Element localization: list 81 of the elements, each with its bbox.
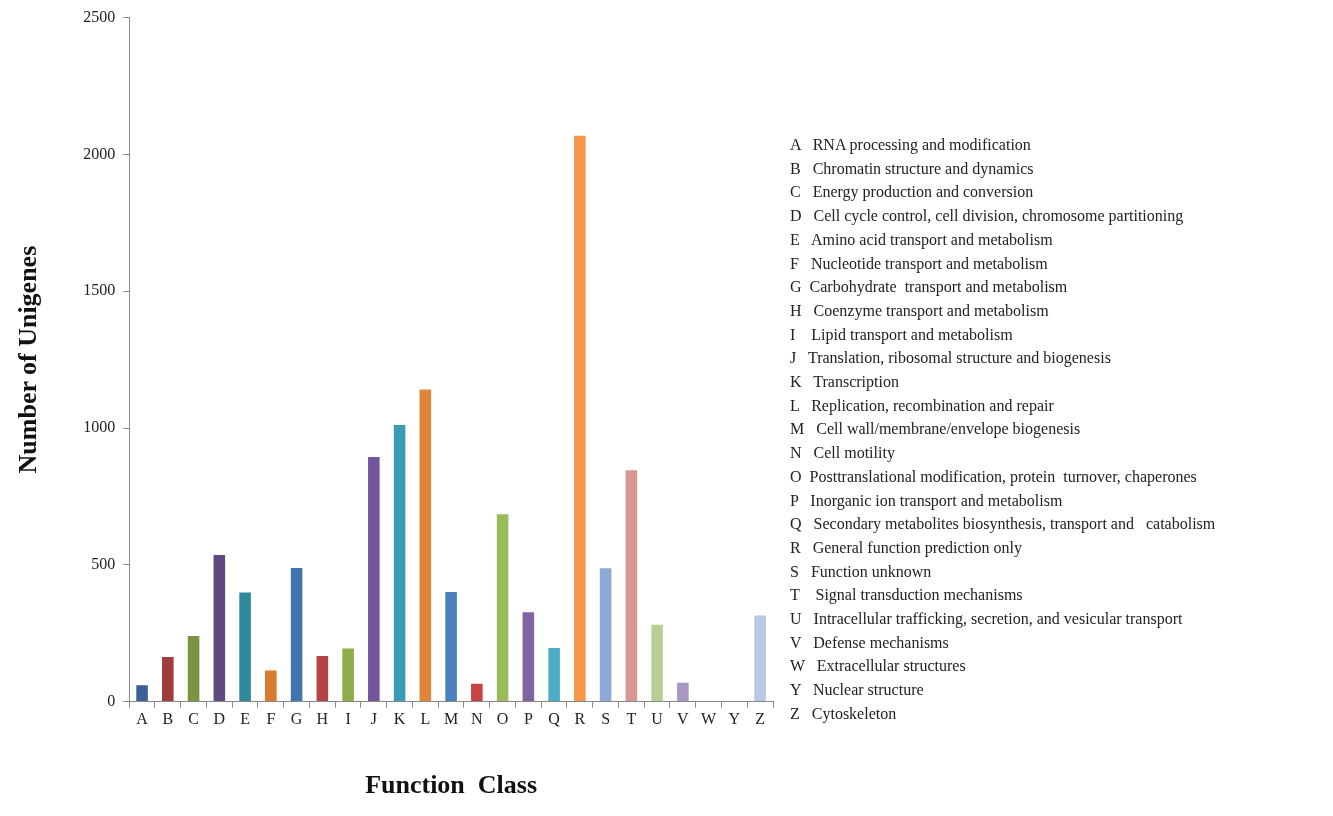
bar: [445, 591, 457, 702]
text: V Defense mechanisms: [790, 632, 950, 653]
text: Q Secondary metabolites biosynthesis, transport and catabolism: [790, 514, 1216, 535]
x-tick-label: N: [471, 710, 484, 728]
bar: [574, 135, 586, 702]
bar: [651, 624, 663, 702]
x-tick-label: G: [290, 710, 303, 728]
x-tick-label: Y: [728, 710, 741, 728]
bar: [265, 670, 277, 702]
bar: [393, 424, 406, 702]
x-tick-label: L: [420, 710, 431, 728]
text: D Cell cycle control, cell division, chromosome partitioning: [790, 206, 1185, 227]
text: S Function unknown: [790, 561, 933, 582]
text: E Amino acid transport and metabolism: [790, 229, 1054, 251]
x-tick-label: Q: [548, 710, 561, 728]
bar: [239, 592, 251, 702]
x-axis-title: Function Class: [365, 770, 538, 800]
x-tick-label: Z: [755, 710, 766, 728]
x-tick-label: J: [370, 710, 377, 728]
text: R General function prediction only: [790, 537, 1023, 559]
text: P Inorganic ion transport and metabolism: [790, 490, 1064, 512]
text: L Replication, recombination and repair: [790, 395, 1055, 417]
bar: [625, 470, 638, 702]
x-tick-label: M: [443, 710, 459, 728]
bar: [419, 389, 432, 702]
bar: [213, 554, 226, 702]
bar: [754, 615, 766, 702]
bar: [599, 568, 612, 702]
x-tick-label: K: [393, 710, 406, 728]
bar: [548, 647, 560, 702]
x-tick-label: R: [574, 710, 586, 728]
bar: [368, 457, 380, 702]
text: M Cell wall/membrane/envelope biogenesis: [790, 419, 1082, 440]
text: C Energy production and conversion: [790, 182, 1035, 203]
bar: [290, 568, 303, 702]
x-tick-label: S: [601, 710, 611, 728]
text: H Coenzyme transport and metabolism: [790, 300, 1050, 322]
y-tick-label: 1000: [83, 418, 116, 436]
y-tick-label: 2500: [83, 7, 116, 25]
bar: [187, 635, 200, 702]
x-tick-label: T: [626, 710, 637, 728]
x-tick-label: E: [240, 710, 250, 728]
x-tick-label: P: [523, 710, 533, 728]
bar: [316, 655, 329, 702]
text: Z Cytoskeleton: [790, 703, 898, 725]
y-tick-label: 0: [107, 691, 116, 709]
text: F Nucleotide transport and metabolism: [790, 253, 1049, 275]
x-tick-label: O: [496, 710, 509, 728]
text: I Lipid transport and metabolism: [790, 324, 1014, 346]
bar: [342, 648, 354, 702]
text: U Intracellular trafficking, secretion, and vesicular transport: [790, 609, 1184, 630]
x-tick-label: C: [188, 710, 199, 728]
x-tick-label: D: [213, 710, 226, 728]
text: Y Nuclear structure: [790, 680, 925, 701]
bar: [522, 612, 535, 702]
text: B Chromatin structure and dynamics: [790, 158, 1035, 180]
x-tick-label: W: [701, 710, 718, 728]
text: W Extracellular structures: [790, 656, 967, 677]
bar: [471, 683, 483, 702]
x-tick-label: H: [316, 710, 329, 728]
y-tick-label: 2000: [83, 144, 116, 162]
bar: [162, 657, 174, 702]
x-tick-label: U: [651, 710, 664, 728]
x-tick-label: F: [266, 710, 276, 728]
bar: [136, 685, 148, 702]
text: O Posttranslational modification, protein turnover, chaperones: [790, 466, 1198, 488]
text: K Transcription: [790, 372, 900, 393]
text: T Signal transduction mechanisms: [790, 585, 1024, 606]
text: A RNA processing and modification: [790, 135, 1032, 156]
y-tick-label: 500: [91, 555, 116, 572]
x-tick-label: V: [677, 710, 690, 728]
y-axis-title: Number of Unigenes: [13, 245, 43, 474]
x-tick-label: A: [136, 710, 149, 728]
x-tick-label: I: [345, 710, 351, 728]
text: N Cell motility: [790, 443, 896, 464]
bar: [496, 514, 509, 702]
text: G Carbohydrate transport and metabolism: [790, 277, 1069, 298]
bar: [677, 682, 689, 702]
x-tick-label: B: [162, 710, 174, 728]
y-tick-label: 1500: [83, 281, 116, 299]
text: J Translation, ribosomal structure and biogenesis: [790, 348, 1112, 369]
